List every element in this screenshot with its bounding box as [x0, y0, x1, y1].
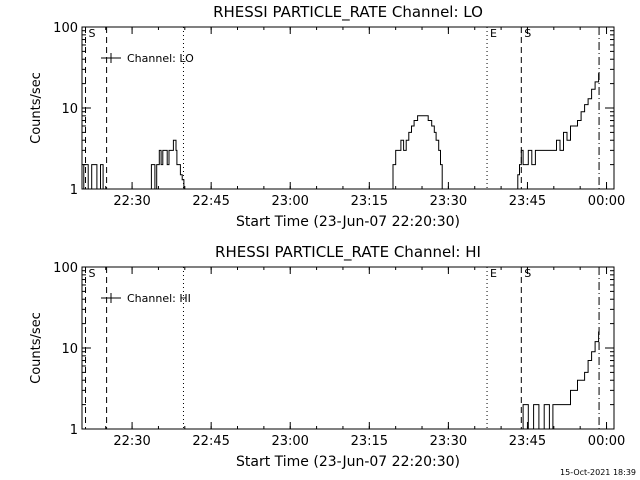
panel-lo-channel: RHESSI PARTICLE_RATE Channel: LO Start T…	[29, 3, 625, 230]
event-label: E	[490, 27, 497, 40]
y-tick-label: 10	[61, 342, 78, 357]
x-tick-label: 23:00	[271, 194, 308, 209]
event-label: S	[89, 267, 96, 280]
footer-timestamp: 15-Oct-2021 18:39	[560, 468, 636, 477]
x-tick-label: 00:00	[588, 194, 625, 209]
series-line	[521, 331, 600, 430]
y-tick-label: 1	[70, 423, 78, 438]
x-tick-label: 22:45	[192, 194, 229, 209]
x-axis-label: Start Time (23-Jun-07 22:20:30)	[236, 214, 460, 230]
x-tick-label: 23:00	[271, 434, 308, 449]
y-tick-label: 100	[53, 21, 78, 36]
y-tick-label: 1	[70, 183, 78, 198]
chart-title: RHESSI PARTICLE_RATE Channel: HI	[215, 243, 481, 262]
legend: Channel: HI	[101, 292, 191, 305]
series-line	[515, 73, 600, 190]
y-tick-label: 100	[53, 261, 78, 276]
y-axis-label: Counts/sec	[29, 312, 44, 384]
x-tick-label: 23:15	[351, 434, 388, 449]
x-tick-label: 22:45	[192, 434, 229, 449]
x-tick-label: 22:30	[113, 434, 150, 449]
x-tick-label: 23:45	[509, 194, 546, 209]
event-label: S	[524, 27, 531, 40]
legend-label: Channel: LO	[127, 52, 194, 65]
legend: Channel: LO	[101, 52, 194, 65]
series-line	[391, 115, 443, 190]
chart-title: RHESSI PARTICLE_RATE Channel: LO	[213, 3, 483, 22]
axis-ticks: 22:30 22:45 23:00 23:15 23:30 23:45 00:00 1 10 10…	[53, 21, 625, 209]
x-axis-label: Start Time (23-Jun-07 22:20:30)	[236, 454, 460, 470]
panel-hi-channel: RHESSI PARTICLE_RATE Channel: HI Start T…	[29, 243, 625, 470]
event-label: E	[490, 267, 497, 280]
event-label: S	[89, 27, 96, 40]
x-tick-label: 00:00	[588, 434, 625, 449]
x-tick-label: 23:45	[509, 434, 546, 449]
axis-ticks: 22:30 22:45 23:00 23:15 23:30 23:45 00:00 1 10 10…	[53, 261, 625, 449]
y-tick-label: 10	[61, 102, 78, 117]
series-line	[150, 139, 185, 190]
event-label: S	[524, 267, 531, 280]
y-axis-label: Counts/sec	[29, 72, 44, 144]
data-series	[521, 331, 600, 430]
series-line	[82, 164, 104, 190]
data-series	[82, 73, 600, 190]
x-tick-label: 23:30	[430, 194, 467, 209]
x-tick-label: 23:30	[430, 434, 467, 449]
x-tick-label: 22:30	[113, 194, 150, 209]
legend-label: Channel: HI	[127, 292, 191, 305]
x-tick-label: 23:15	[351, 194, 388, 209]
